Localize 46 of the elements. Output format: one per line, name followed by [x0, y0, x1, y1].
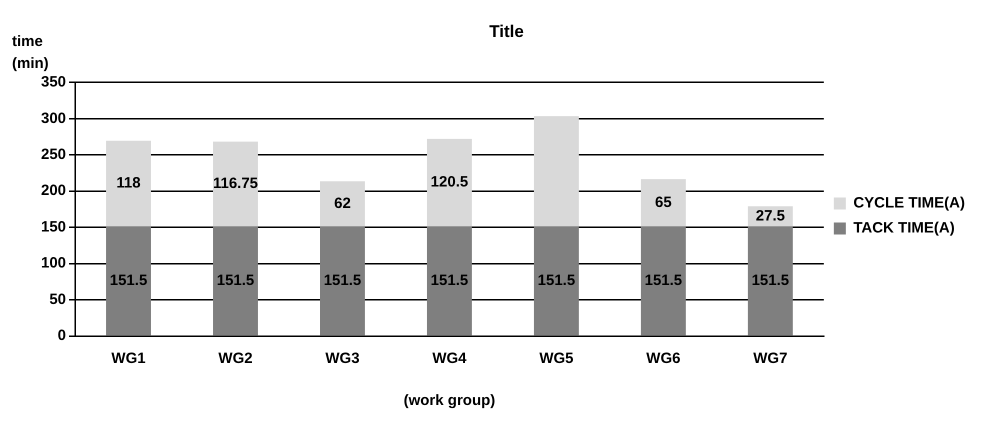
data-label: 151.5 [644, 272, 682, 289]
chart-title: Title [489, 22, 524, 41]
bar [213, 142, 258, 226]
y-tick-label: 150 [40, 218, 66, 236]
data-label: 151.5 [216, 272, 254, 289]
y-tick-label: 100 [40, 254, 66, 272]
y-axis-title: time (min) [12, 33, 49, 72]
bar [106, 226, 151, 336]
data-label: 27.5 [756, 207, 785, 224]
bar [534, 226, 579, 336]
x-axis-title: (work group) [404, 392, 496, 410]
bar [426, 226, 472, 336]
y-tick-label: 300 [40, 110, 66, 127]
y-tick-label: 250 [40, 146, 66, 163]
x-tick-label: WG6 [646, 350, 680, 368]
x-tick-label: WG3 [325, 350, 360, 368]
bar [106, 140, 151, 226]
bar [320, 226, 365, 336]
x-tick-label: WG2 [218, 350, 253, 368]
data-label: 62 [334, 194, 351, 212]
bar [534, 116, 579, 226]
data-label: 151.5 [324, 272, 362, 289]
bar [748, 226, 793, 336]
bar [426, 138, 472, 226]
data-label: 151.5 [110, 272, 148, 289]
x-tick-label: WG4 [432, 350, 468, 368]
y-tick-label: 350 [40, 74, 66, 91]
data-label: 151.5 [752, 272, 790, 289]
data-label: 116.75 [212, 175, 258, 192]
bar [213, 226, 258, 336]
data-label: 151.5 [538, 272, 576, 289]
legend-label: CYCLE TIME(A) [853, 194, 966, 212]
y-tick-label: 50 [49, 290, 66, 308]
y-tick-label: 0 [58, 327, 66, 344]
x-tick-label: WG5 [539, 350, 574, 368]
bar [640, 226, 686, 336]
bar [320, 181, 365, 226]
data-label: 118 [116, 174, 141, 192]
y-tick-label: 200 [40, 182, 66, 200]
bar [640, 179, 686, 226]
data-label: 120.5 [430, 174, 468, 191]
x-tick-label: WG7 [753, 350, 788, 368]
data-label: 65 [655, 194, 672, 211]
legend-label: TACK TIME(A) [853, 220, 955, 237]
data-label: 151.5 [430, 272, 468, 289]
x-tick-label: WG1 [111, 350, 146, 368]
